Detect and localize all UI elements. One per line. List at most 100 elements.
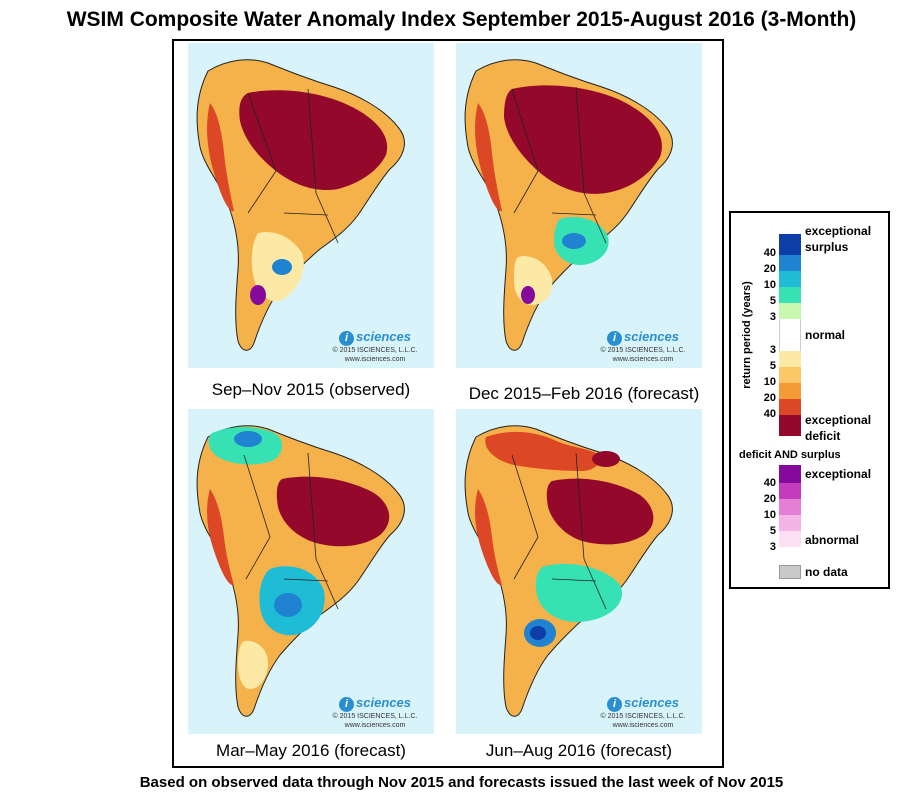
swatch-deficit-10: [779, 383, 801, 399]
isciences-branding: i sciences © 2015 ISCIENCES, L.L.C. www.i…: [320, 695, 430, 730]
logo-i-badge: i: [607, 331, 623, 346]
tick-deficit-10: 10: [763, 376, 776, 388]
patagonia-region: [238, 640, 268, 689]
both-exceptional-label: exceptional: [805, 467, 872, 481]
isciences-branding: i sciences © 2015 ISCIENCES, L.L.C. www.i…: [588, 329, 698, 364]
surplus-patch-south: [274, 593, 302, 617]
south-america-map: [196, 425, 405, 717]
return-period-axis-label: return period (years): [741, 281, 753, 389]
website-url: www.isciences.com: [344, 722, 406, 729]
swatch-surplus-3: [779, 303, 801, 319]
surplus-patch-deep: [530, 626, 546, 640]
south-america-map: [464, 59, 673, 351]
swatch-no-data: [779, 565, 801, 579]
map-panel-sep-nov-2015: i sciences © 2015 ISCIENCES, L.L.C. www.i…: [188, 43, 434, 368]
color-legend: return period (years) exceptional surplu…: [729, 211, 890, 589]
andes-deficit-region: [475, 489, 502, 586]
isciences-logo: i sciences: [588, 695, 698, 712]
swatch-deficit-40: [779, 415, 801, 436]
amazon-deficit-region: [239, 90, 388, 191]
deficit-patch-northeast: [592, 451, 620, 467]
caption-sep-nov-2015: Sep–Nov 2015 (observed): [211, 380, 411, 399]
swatch-both-5: [779, 515, 801, 531]
tick-deficit-40: 40: [763, 408, 776, 420]
copyright-text: © 2015 ISCIENCES, L.L.C.: [332, 347, 418, 354]
page-title: WSIM Composite Water Anomaly Index Septe…: [66, 8, 857, 31]
abnormal-patch: [250, 285, 266, 305]
both-heading: deficit AND surplus: [739, 449, 841, 461]
logo-text: sciences: [356, 695, 411, 710]
tick-deficit-20: 20: [763, 392, 776, 404]
footer-note: Based on observed data through Nov 2015 …: [139, 774, 784, 791]
copyright-text: © 2015 ISCIENCES, L.L.C.: [600, 347, 686, 354]
south-america-map: [464, 425, 673, 717]
caption-mar-may-2016: Mar–May 2016 (forecast): [216, 741, 406, 760]
no-data-label: no data: [805, 565, 848, 579]
copyright-text: © 2015 ISCIENCES, L.L.C.: [332, 713, 418, 720]
logo-i-badge: i: [607, 697, 623, 712]
tick-deficit-3: 3: [769, 344, 776, 356]
amazon-deficit-region: [276, 476, 390, 547]
country-borders: [511, 86, 607, 244]
map-panel-dec-feb-2016: i sciences © 2015 ISCIENCES, L.L.C. www.i…: [456, 43, 702, 368]
logo-text: sciences: [624, 695, 679, 710]
isciences-logo: i sciences: [320, 329, 430, 346]
swatch-deficit-5: [779, 367, 801, 383]
swatch-normal: [779, 319, 801, 351]
swatch-deficit-3: [779, 351, 801, 367]
swatch-both-3: [779, 531, 801, 547]
tick-both-5: 5: [769, 525, 776, 537]
logo-i-badge: i: [339, 331, 355, 346]
swatch-both-40: [779, 465, 801, 483]
swatch-both-20: [779, 483, 801, 499]
surplus-patch: [272, 259, 292, 275]
tick-surplus-10: 10: [763, 279, 776, 291]
country-borders: [511, 452, 607, 610]
logo-text: sciences: [624, 329, 679, 344]
country-borders: [243, 452, 339, 610]
normal-label: normal: [805, 328, 846, 342]
south-america-map: [196, 59, 405, 351]
tick-deficit-5: 5: [769, 360, 776, 372]
andes-deficit-region: [207, 103, 234, 212]
isciences-logo: i sciences: [588, 329, 698, 346]
tick-surplus-40: 40: [763, 247, 776, 259]
isciences-logo: i sciences: [320, 695, 430, 712]
tick-both-40: 40: [763, 477, 776, 489]
tick-both-10: 10: [763, 509, 776, 521]
swatch-surplus-40: [779, 234, 801, 255]
tick-both-20: 20: [763, 493, 776, 505]
both-abnormal-label: abnormal: [805, 533, 860, 547]
abnormal-patch: [521, 286, 535, 304]
logo-i-badge: i: [339, 697, 355, 712]
isciences-branding: i sciences © 2015 ISCIENCES, L.L.C. www.i…: [588, 695, 698, 730]
swatch-surplus-5: [779, 287, 801, 303]
andes-deficit-region: [475, 103, 502, 212]
amazon-deficit-region: [546, 478, 654, 545]
caption-jun-aug-2016: Jun–Aug 2016 (forecast): [485, 741, 673, 760]
amazon-deficit-region: [504, 85, 662, 194]
website-url: www.isciences.com: [612, 356, 674, 363]
tick-surplus-20: 20: [763, 263, 776, 275]
surplus-label: exceptional surplus: [805, 224, 872, 254]
caption-dec-feb-2016: Dec 2015–Feb 2016 (forecast): [468, 384, 700, 403]
country-borders: [247, 88, 339, 244]
tick-both-3: 3: [769, 541, 776, 553]
deficit-label: exceptional deficit: [805, 413, 872, 443]
swatch-both-10: [779, 499, 801, 515]
copyright-text: © 2015 ISCIENCES, L.L.C.: [600, 713, 686, 720]
logo-text: sciences: [356, 329, 411, 344]
andes-deficit-region: [207, 489, 234, 586]
tick-surplus-5: 5: [769, 295, 776, 307]
southern-surplus-region: [535, 563, 623, 623]
website-url: www.isciences.com: [344, 356, 406, 363]
map-panel-mar-may-2016: i sciences © 2015 ISCIENCES, L.L.C. www.i…: [188, 409, 434, 734]
swatch-surplus-20: [779, 255, 801, 271]
surplus-patch: [562, 233, 586, 249]
isciences-branding: i sciences © 2015 ISCIENCES, L.L.C. www.i…: [320, 329, 430, 364]
map-panel-jun-aug-2016: i sciences © 2015 ISCIENCES, L.L.C. www.i…: [456, 409, 702, 734]
website-url: www.isciences.com: [612, 722, 674, 729]
swatch-surplus-10: [779, 271, 801, 287]
surplus-patch-north: [234, 431, 262, 447]
tick-surplus-3: 3: [769, 311, 776, 323]
